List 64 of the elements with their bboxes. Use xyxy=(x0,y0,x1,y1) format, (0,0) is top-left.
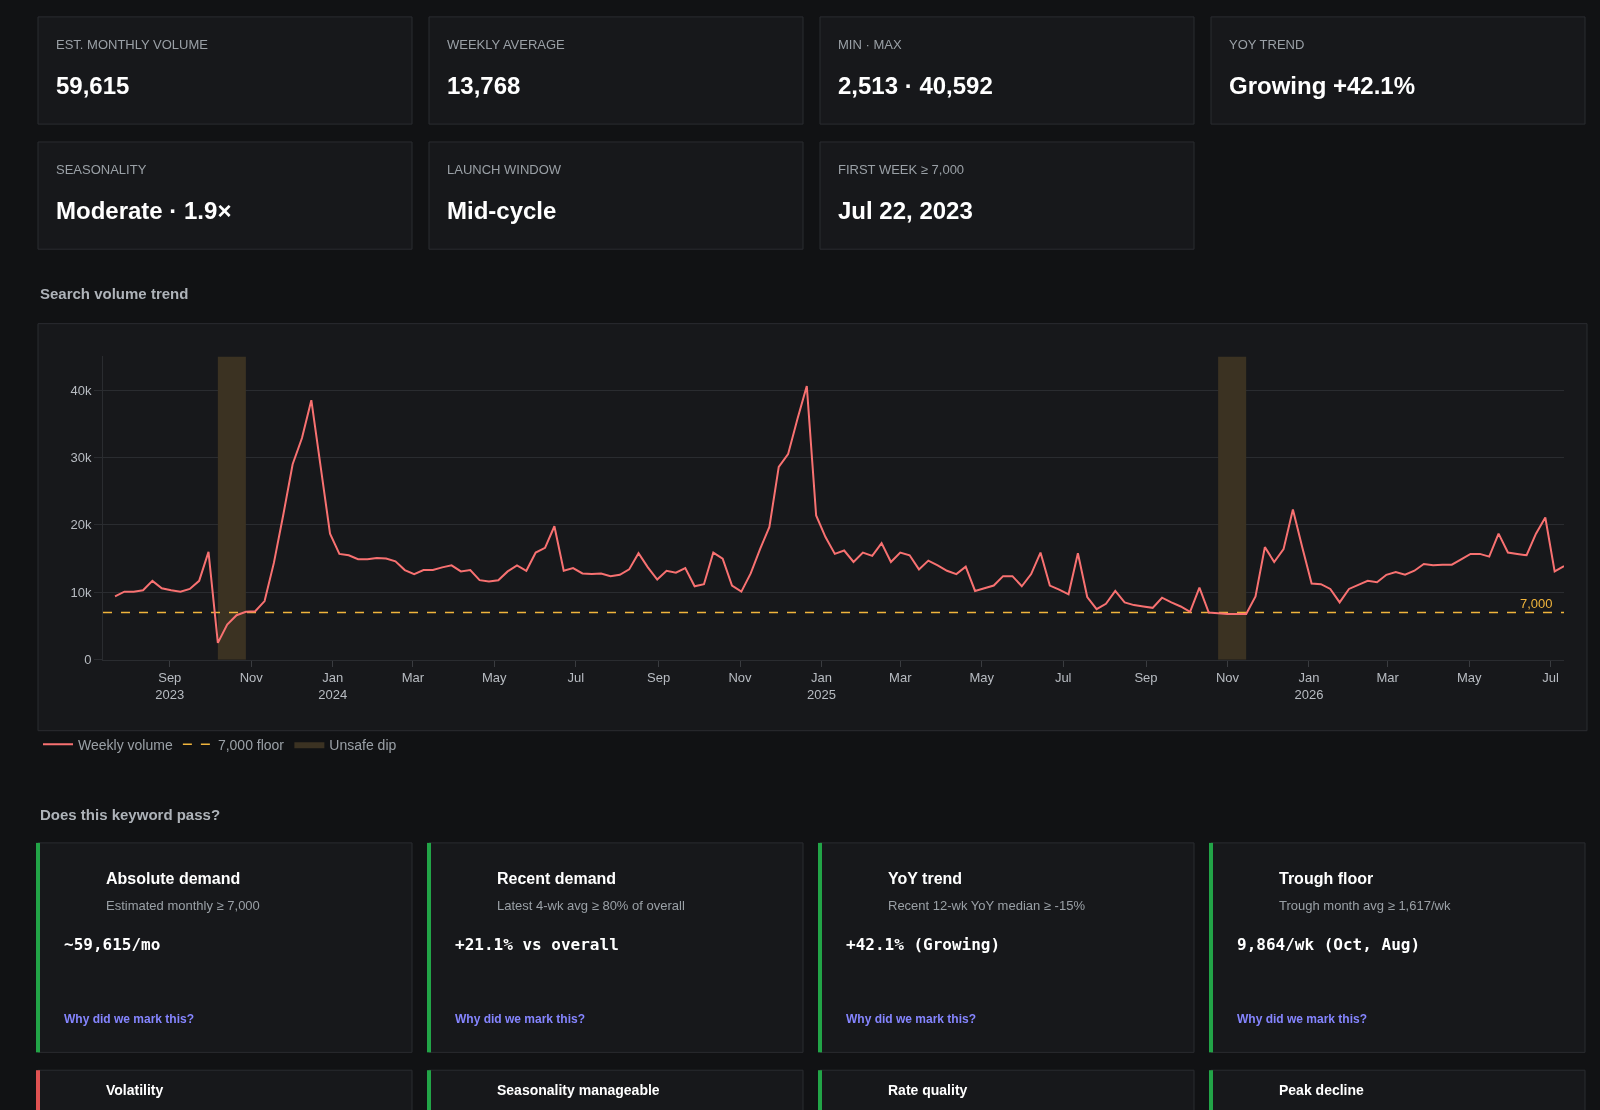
text: Why did we mark this? xyxy=(1237,1012,1368,1026)
text: Absolute demand xyxy=(106,870,241,887)
text: Latest 4-wk avg ≥ 80% of overall xyxy=(497,898,685,913)
text: Trough month avg ≥ 1,617/wk xyxy=(1279,898,1451,913)
x-tick-label: Jan 2024 xyxy=(318,670,348,703)
text: Growing +42.1% xyxy=(1229,72,1416,99)
x-tick-label: Mar xyxy=(401,670,425,686)
x-tick-label: Jul xyxy=(567,670,585,686)
annotation: 7,000 xyxy=(1520,596,1553,611)
text: Mid-cycle xyxy=(447,197,557,224)
text: 9,864/wk (Oct, Aug) xyxy=(1237,935,1421,954)
text: Why did we mark this? xyxy=(64,1012,195,1026)
text: 2,513 · 40,592 xyxy=(838,72,993,99)
text: FIRST WEEK ≥ 7,000 xyxy=(838,162,965,177)
text: +42.1% (Growing) xyxy=(846,935,1001,954)
text: YoY trend xyxy=(888,870,963,887)
text: MIN · MAX xyxy=(838,37,902,52)
text: Peak decline xyxy=(1279,1082,1365,1098)
text: YOY TREND xyxy=(1229,37,1305,52)
y-tick-label: 40k xyxy=(70,382,92,398)
x-tick-label: Nov xyxy=(1215,670,1240,686)
text: Rate quality xyxy=(888,1082,968,1098)
legend-label: Unsafe dip xyxy=(329,736,397,753)
legend-label: Weekly volume xyxy=(78,736,173,753)
text: EST. MONTHLY VOLUME xyxy=(56,37,209,52)
text: 13,768 xyxy=(447,72,521,99)
x-tick-label: Sep xyxy=(646,670,671,686)
chart-title: Search volume trend xyxy=(40,285,189,302)
text: Jul 22, 2023 xyxy=(838,197,973,224)
y-tick-label: 30k xyxy=(70,450,92,466)
text: Why did we mark this? xyxy=(455,1012,586,1026)
x-tick-label: Jan 2025 xyxy=(807,670,836,703)
text: Volatility xyxy=(106,1082,164,1098)
x-tick-label: Jul xyxy=(1542,670,1560,686)
text: Moderate · 1.9× xyxy=(56,197,232,224)
text: SEASONALITY xyxy=(56,162,147,177)
text: 59,615 xyxy=(56,72,130,99)
text: LAUNCH WINDOW xyxy=(447,162,562,177)
y-tick-label: 0 xyxy=(84,652,92,668)
x-tick-label: Jan 2026 xyxy=(1294,670,1324,703)
x-tick-label: May xyxy=(482,670,508,686)
x-tick-label: Nov xyxy=(728,670,753,686)
text: Estimated monthly ≥ 7,000 xyxy=(106,898,260,913)
x-tick-label: May xyxy=(969,670,995,686)
text: WEEKLY AVERAGE xyxy=(447,37,566,52)
text: Why did we mark this? xyxy=(846,1012,977,1026)
y-tick-label: 20k xyxy=(70,517,92,533)
text: Recent demand xyxy=(497,870,617,887)
x-tick-label: Nov xyxy=(239,670,264,686)
x-tick-label: May xyxy=(1456,670,1482,686)
text: Trough floor xyxy=(1279,870,1374,887)
text: Seasonality manageable xyxy=(497,1082,660,1098)
x-tick-label: Mar xyxy=(1376,670,1400,686)
y-tick-label: 10k xyxy=(70,584,92,600)
x-tick-label: Sep xyxy=(1134,670,1158,686)
line-series xyxy=(114,385,1564,644)
legend-label: 7,000 floor xyxy=(217,736,285,753)
text: +21.1% vs overall xyxy=(455,935,619,954)
x-tick-label: Mar xyxy=(889,670,913,686)
text: Recent 12-wk YoY median ≥ -15% xyxy=(888,898,1086,913)
x-tick-label: Sep 2023 xyxy=(155,670,185,703)
text: Does this keyword pass? xyxy=(40,806,221,823)
x-tick-label: Jul xyxy=(1054,670,1072,686)
text: ~59,615/mo xyxy=(64,935,161,954)
